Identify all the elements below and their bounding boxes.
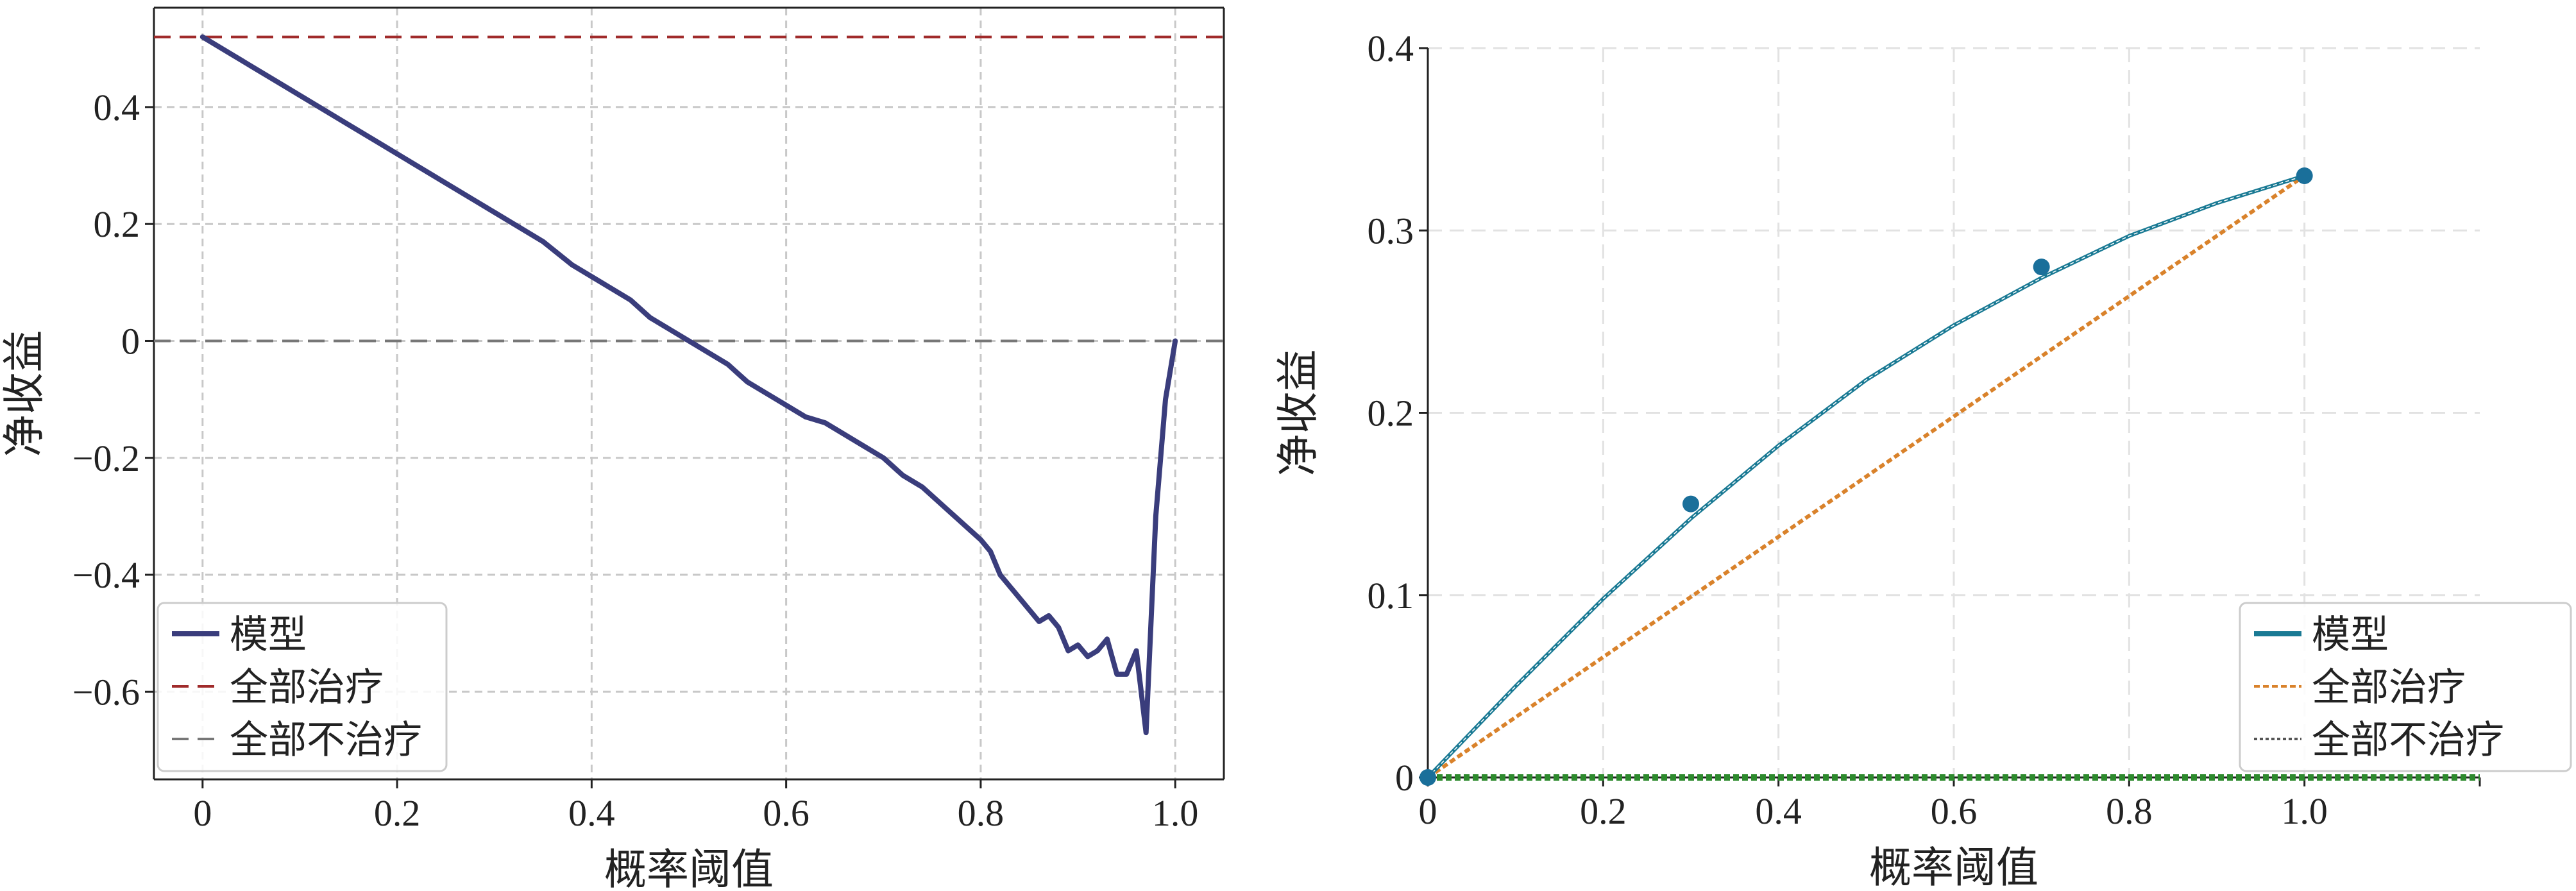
- x-axis-label: 概率阈值: [604, 847, 774, 891]
- y-tick-label: −0.4: [72, 554, 140, 596]
- y-tick-label: 0.1: [1368, 575, 1414, 616]
- data-point-2: [2033, 259, 2050, 276]
- y-tick-label: 0.2: [1368, 393, 1414, 434]
- series-line-1: [1427, 174, 2306, 779]
- y-tick-label: −0.6: [72, 671, 140, 713]
- chart-left: 0 0.2 0.4 0.6 0.8 1.0 −0.6 −0.4 −0.2 0 0.2 0.4 概率阈值 净…: [1, 6, 1225, 891]
- x-tick-label: 1.0: [1152, 792, 1199, 834]
- x-tick-label: 0.4: [568, 792, 615, 834]
- data-point-3: [2296, 167, 2313, 184]
- y-tick-label: 0.3: [1368, 210, 1414, 251]
- x-axis-label: 概率阈值: [1869, 845, 2038, 891]
- x-tick-label: 0.8: [958, 792, 1004, 834]
- legend-label: 模型: [2312, 614, 2389, 656]
- series-right: [1426, 173, 2480, 781]
- y-axis-label: 净收益: [1, 330, 48, 457]
- series-line-highlight: [1427, 175, 2305, 778]
- x-tick-label: 0: [1419, 790, 1437, 832]
- y-tick-label: 0: [1395, 757, 1414, 799]
- legend-label: 全部不治疗: [230, 719, 422, 761]
- series-left: [154, 34, 1224, 736]
- legend-label: 模型: [230, 614, 307, 656]
- y-tick-label: −0.2: [72, 437, 140, 479]
- legend-frame: [157, 602, 448, 772]
- x-tick-label: 0: [193, 792, 212, 834]
- y-tick-label: 0.4: [1368, 28, 1414, 69]
- data-point-0: [1419, 769, 1436, 786]
- legend-label: 全部不治疗: [2312, 719, 2504, 761]
- x-tick-label: 0.4: [1755, 790, 1802, 832]
- y-tick-label: 0.2: [94, 203, 140, 245]
- x-tick-label: 0.2: [374, 792, 421, 834]
- legend-label: 全部治疗: [230, 666, 384, 709]
- legend-frame: [2239, 602, 2572, 772]
- x-tick-label: 0.6: [763, 792, 809, 834]
- data-point-1: [1682, 495, 1699, 513]
- x-tick-label: 0.8: [2106, 790, 2153, 832]
- x-tick-label: 0.6: [1931, 790, 1978, 832]
- x-tick-label: 0.2: [1580, 790, 1627, 832]
- points-right: [1419, 167, 2313, 786]
- x-tick-label: 1.0: [2281, 790, 2328, 832]
- y-axis-label: 净收益: [1275, 350, 1322, 477]
- legend-label: 全部治疗: [2312, 666, 2466, 709]
- gridlines-left: [154, 8, 1224, 779]
- y-tick-label: 0.4: [94, 87, 140, 128]
- chart-right: 0 0.2 0.4 0.6 0.8 1.0 0 0.1 0.2 0.3 0.4 概率阈值 净收益模型全部…: [1275, 28, 2572, 891]
- y-tick-label: 0: [121, 320, 140, 362]
- series-line-0: [199, 34, 1178, 736]
